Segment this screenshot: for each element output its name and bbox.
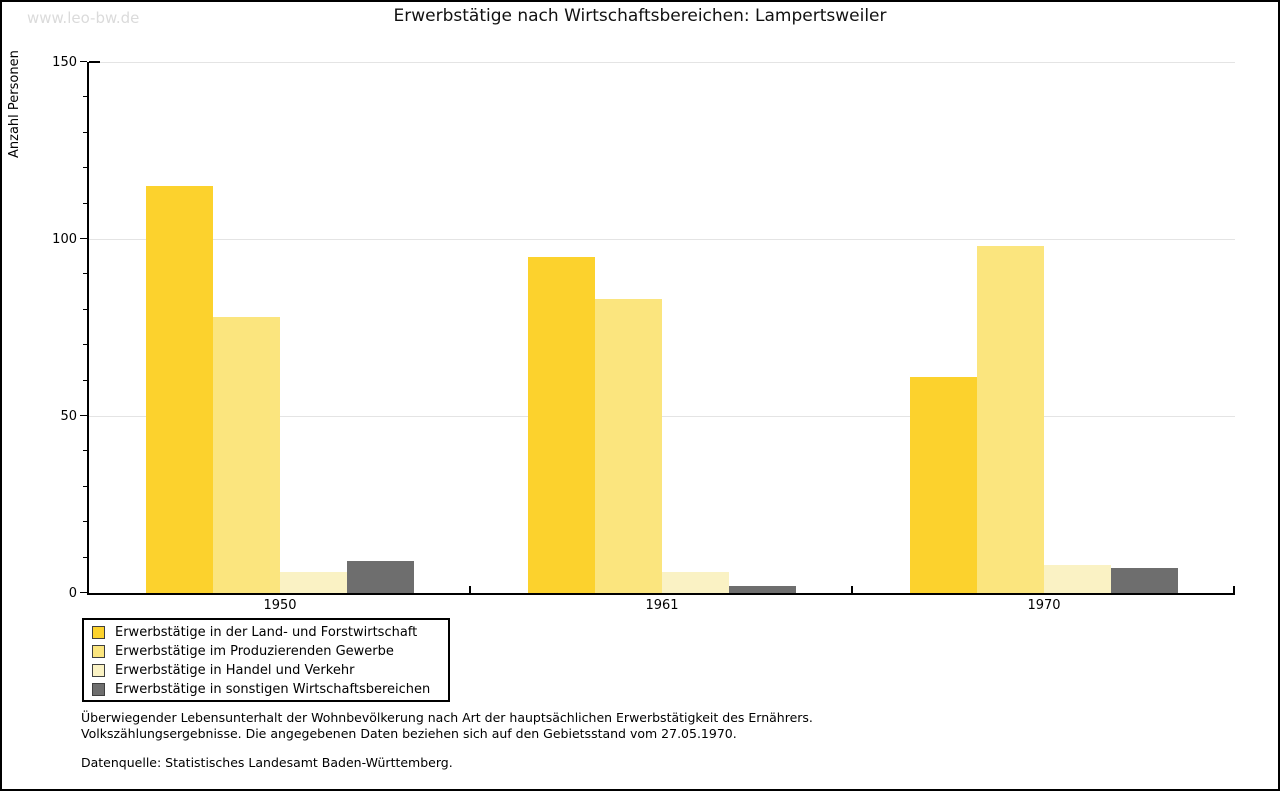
x-axis-tick-2 bbox=[851, 586, 853, 593]
bar-1950-series-3 bbox=[280, 571, 347, 593]
bar-1970-series-2 bbox=[977, 246, 1044, 593]
y-axis-tick-110 bbox=[83, 202, 87, 204]
gridline-50 bbox=[89, 416, 1235, 417]
x-tick-label-1961: 1961 bbox=[645, 598, 679, 613]
bar-1961-series-3 bbox=[662, 571, 729, 593]
x-tick-label-1950: 1950 bbox=[263, 598, 297, 613]
bar-1961-series-2 bbox=[595, 299, 662, 593]
data-source-note: Datenquelle: Statistisches Landesamt Bad… bbox=[81, 755, 453, 770]
legend-label-4: Erwerbstätige in sonstigen Wirtschaftsbe… bbox=[115, 682, 431, 697]
y-axis-tick-120 bbox=[83, 167, 87, 169]
bar-1970-series-3 bbox=[1044, 564, 1111, 593]
site-watermark: www.leo-bw.de bbox=[27, 9, 140, 27]
legend-swatch-4 bbox=[92, 683, 105, 696]
y-tick-label-50: 50 bbox=[60, 409, 77, 424]
y-axis-tick-130 bbox=[83, 131, 87, 133]
bar-1970-series-4 bbox=[1111, 568, 1178, 593]
y-tick-label-0: 0 bbox=[68, 586, 77, 601]
footer-note-line-2: Volkszählungsergebnisse. Die angegebenen… bbox=[81, 726, 737, 741]
legend-row-4: Erwerbstätige in sonstigen Wirtschaftsbe… bbox=[84, 680, 448, 699]
y-axis-tick-140 bbox=[83, 96, 87, 98]
y-axis-tick-30 bbox=[83, 485, 87, 487]
bar-1950-series-2 bbox=[213, 316, 280, 593]
y-axis-tick-20 bbox=[83, 521, 87, 523]
gridline-100 bbox=[89, 239, 1235, 240]
legend-swatch-1 bbox=[92, 626, 105, 639]
y-axis-label: Anzahl Personen bbox=[7, 50, 22, 158]
y-tick-label-100: 100 bbox=[52, 232, 77, 247]
y-tick-label-150: 150 bbox=[52, 55, 77, 70]
legend-swatch-2 bbox=[92, 645, 105, 658]
bar-1961-series-4 bbox=[729, 585, 796, 593]
footer-note-line-1: Überwiegender Lebensunterhalt der Wohnbe… bbox=[81, 710, 813, 725]
y-axis-tick-80 bbox=[83, 308, 87, 310]
x-axis-tick-3 bbox=[1233, 586, 1235, 593]
legend-box: Erwerbstätige in der Land- und Forstwirt… bbox=[82, 618, 450, 702]
gridline-150 bbox=[89, 62, 1235, 63]
bar-1961-series-1 bbox=[528, 256, 595, 593]
x-tick-label-1970: 1970 bbox=[1027, 598, 1061, 613]
y-axis-top-cap bbox=[89, 61, 100, 63]
y-axis-tick-0 bbox=[80, 592, 87, 593]
bar-1950-series-1 bbox=[146, 185, 213, 593]
y-axis-tick-90 bbox=[83, 273, 87, 275]
y-axis-tick-150 bbox=[80, 61, 87, 62]
footer-notes: Überwiegender Lebensunterhalt der Wohnbe… bbox=[81, 710, 813, 771]
bar-1970-series-1 bbox=[910, 377, 977, 593]
y-axis-tick-10 bbox=[83, 556, 87, 558]
y-axis-tick-100 bbox=[80, 238, 87, 239]
plot-area: 0 50 100 150 1950 1961 1970 bbox=[52, 55, 1235, 613]
y-axis-tick-40 bbox=[83, 450, 87, 452]
y-axis-tick-60 bbox=[83, 379, 87, 381]
y-axis-tick-70 bbox=[83, 344, 87, 346]
y-axis-tick-50 bbox=[80, 415, 87, 416]
legend-row-1: Erwerbstätige in der Land- und Forstwirt… bbox=[84, 623, 448, 642]
bar-1950-series-4 bbox=[347, 561, 414, 593]
legend-label-1: Erwerbstätige in der Land- und Forstwirt… bbox=[115, 625, 418, 640]
legend-label-2: Erwerbstätige im Produzierenden Gewerbe bbox=[115, 644, 394, 659]
chart-title: Erwerbstätige nach Wirtschaftsbereichen:… bbox=[393, 6, 887, 26]
legend-row-3: Erwerbstätige in Handel und Verkehr bbox=[84, 661, 448, 680]
legend-label-3: Erwerbstätige in Handel und Verkehr bbox=[115, 663, 355, 678]
x-axis-tick-1 bbox=[469, 586, 471, 593]
legend-row-2: Erwerbstätige im Produzierenden Gewerbe bbox=[84, 642, 448, 661]
legend-swatch-3 bbox=[92, 664, 105, 677]
